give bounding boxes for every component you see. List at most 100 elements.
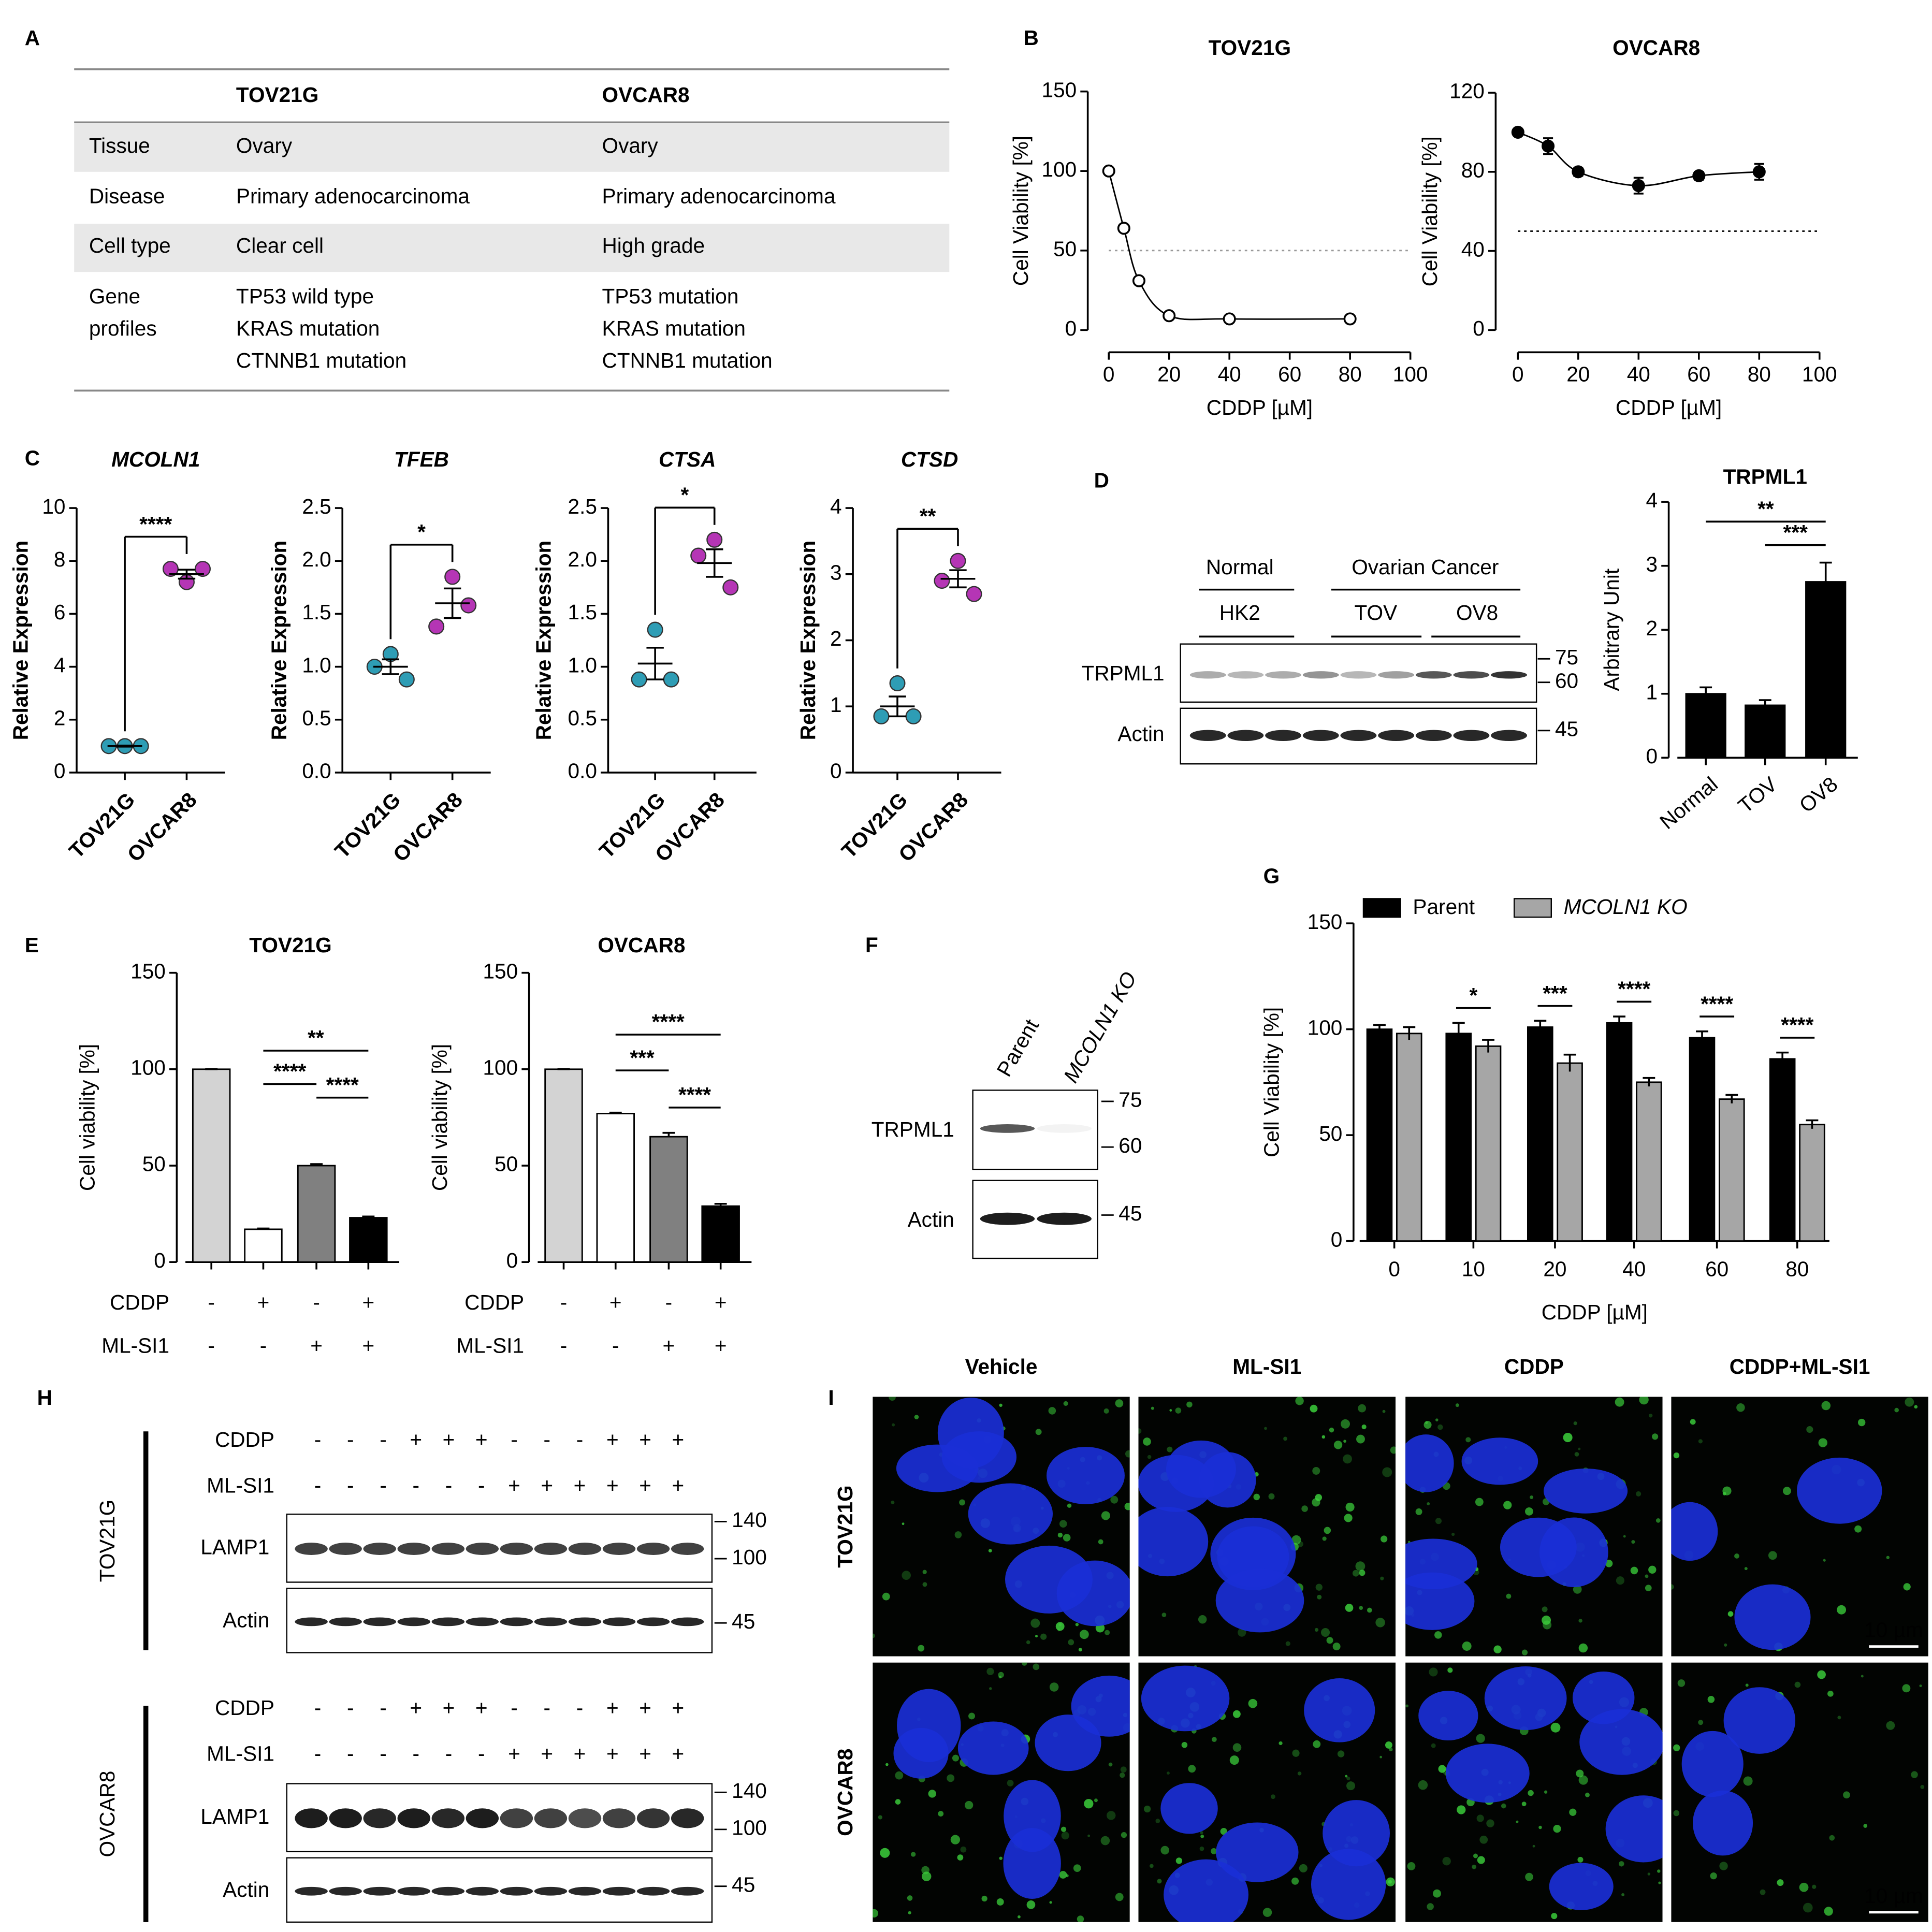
lysosome-signal [1291,1535,1301,1545]
lysosome-signal [1655,1518,1661,1523]
lysosome-signal [1619,1861,1624,1867]
lysosome-signal [1295,1397,1304,1405]
lysosome-signal [1827,1690,1834,1697]
y-axis-label: Arbitrary Unit [1600,569,1623,691]
lysosome-signal [1578,1619,1582,1623]
data-point [706,531,723,548]
lysosome-signal [1143,1805,1151,1813]
panel-label: F [865,933,878,957]
lysosome-signal [1894,1407,1899,1413]
band [1415,730,1452,742]
lysosome-signal [1388,1880,1392,1884]
bar [649,1136,688,1263]
treatment-sign: + [639,1741,651,1765]
band [568,1886,602,1896]
micrograph [873,1397,1130,1657]
lysosome-signal [889,1397,896,1401]
lysosome-signal [1324,1527,1331,1534]
band [466,1543,499,1555]
lysosome-signal [880,1848,890,1858]
x-tick-label: 0 [1388,1257,1400,1281]
lysosome-signal [1026,1900,1036,1909]
data-point [1132,274,1145,287]
table-cell: Ovary [602,134,659,157]
panel-label: B [1023,26,1038,50]
treatment-name: CDDP [215,1696,274,1720]
significance-label: **** [652,1010,685,1034]
lysosome-signal [1361,1424,1367,1430]
lysosome-signal [1475,1498,1484,1506]
table-cell: Primary adenocarcinoma [602,184,836,208]
lysosome-signal [1312,1466,1320,1475]
lysosome-signal [1516,1820,1519,1823]
band [329,1886,362,1896]
y-tick-label: 0 [1646,744,1658,768]
y-tick-label: 2.0 [302,547,331,571]
y-axis-label: Relative Expression [9,541,33,740]
lysosome-signal [1648,1565,1657,1574]
lysosome-signal [1100,1836,1110,1846]
lysosome-signal [895,1799,901,1805]
significance-label: ** [1757,497,1774,521]
lysosome-signal [1049,1682,1059,1692]
band [602,1617,636,1626]
lysosome-signal [895,1771,904,1780]
lysosome-signal [952,1754,959,1762]
treatment-sign: + [443,1696,455,1720]
lysosome-signal [1291,1877,1299,1885]
bar [701,1205,740,1263]
lysosome-signal [1120,1766,1127,1773]
band [295,1543,328,1555]
data-point [873,708,890,724]
significance-label: * [1469,983,1477,1007]
y-tick-label: 100 [1041,157,1077,181]
band [431,1808,465,1828]
lysosome-signal [1264,1427,1267,1430]
bar [1475,1045,1502,1242]
band [500,1808,533,1828]
bar [1799,1124,1825,1242]
nucleus [1572,1672,1635,1724]
data-point [398,671,415,688]
lysosome-signal [1352,1570,1359,1577]
y-tick-label: 0.0 [568,759,597,783]
lysosome-signal [1301,1505,1308,1512]
significance-label: *** [630,1045,655,1069]
treatment-sign: - [347,1696,354,1720]
divider-bar [143,1431,149,1650]
condition-sign: + [362,1290,374,1314]
x-tick-label: 60 [1687,362,1710,386]
treatment-sign: - [511,1428,518,1451]
lysosome-signal [1061,1832,1069,1840]
lysosome-signal [1124,1503,1130,1510]
lysosome-signal [1055,1622,1065,1631]
panel-label: E [25,933,39,957]
lysosome-signal [1544,1790,1548,1794]
treatment-sign: + [475,1428,488,1451]
lysosome-signal [1671,1584,1674,1590]
cell-line-label: OVCAR8 [95,1771,119,1857]
lysosome-signal [954,1531,962,1538]
treatment-sign: + [639,1473,651,1497]
lysosome-signal [1734,1553,1739,1559]
lysosome-signal [1078,1648,1082,1652]
lysosome-signal [1902,1684,1911,1693]
band [397,1543,430,1555]
chart-title: OVCAR8 [1613,36,1700,60]
lysosome-signal [959,1499,966,1506]
y-tick-label: 2 [830,627,842,650]
panel-label: C [25,446,40,470]
lysosome-signal [1886,1556,1890,1559]
condition-sign: + [663,1334,675,1358]
data-point [1102,164,1115,178]
x-tick-label: 60 [1705,1257,1728,1281]
condition-sign: - [560,1334,568,1358]
bar [1685,693,1726,759]
x-axis-label: CDDP [µM] [1616,396,1722,419]
y-tick-label: 1.0 [568,653,597,677]
lysosome-signal [1657,1869,1661,1873]
nucleus [1323,1800,1390,1867]
lysosome-signal [1690,1419,1696,1425]
table-header: TOV21G [236,83,318,107]
lysosome-signal [1623,1535,1626,1538]
